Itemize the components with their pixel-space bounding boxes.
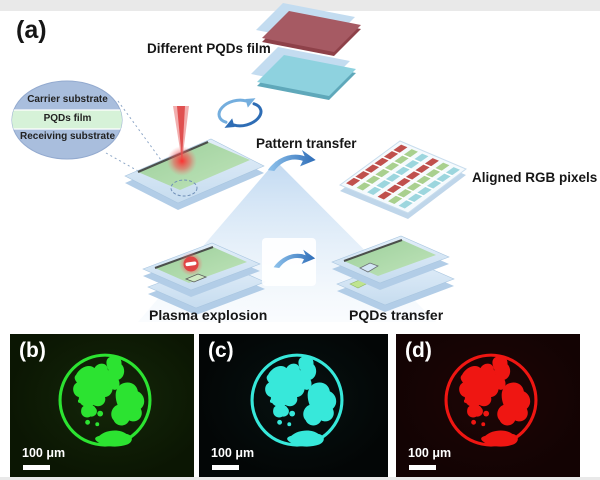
panel-a-schematic: [11, 3, 467, 322]
micrograph-panel-b: (b) 100 μm: [10, 334, 194, 477]
panel-b-label: (b): [19, 339, 46, 362]
panel-c-scale-text: 100 μm: [211, 446, 255, 460]
panel-d-scale-text: 100 μm: [408, 446, 452, 460]
recycle-arrows-icon: [214, 92, 266, 134]
zoom-region-dashed-circle: [170, 179, 198, 197]
laser-beam: [167, 106, 197, 176]
layer-stack-inset: [11, 80, 123, 160]
different-pqds-film-caption: Different PQDs film: [147, 41, 271, 56]
micrograph-panel-c: (c) 100 μm: [199, 334, 388, 477]
page-bottom-strip: [0, 477, 600, 480]
plasma-explosion-scene: [142, 242, 266, 316]
red-pqds-film: [256, 3, 361, 56]
carrier-stack: [124, 138, 265, 210]
inset-layer-carrier-substrate: Carrier substrate: [27, 94, 108, 105]
aligned-rgb-pixels-caption: Aligned RGB pixels: [472, 170, 598, 185]
pqds-transfer-scene: [331, 235, 455, 313]
panel-b-scale-text: 100 μm: [22, 446, 66, 460]
globe-pattern-green: [58, 353, 152, 449]
panel-d-label: (d): [405, 339, 432, 362]
globe-pattern-cyan: [250, 353, 344, 449]
panel-c-scale-bar: [212, 465, 239, 470]
panel-a-label: (a): [16, 16, 47, 44]
inset-layer-receiving-substrate: Receiving substrate: [19, 131, 116, 142]
cyan-pqds-film: [251, 47, 356, 100]
panel-b-scale-bar: [23, 465, 50, 470]
plasma-explosion-caption: Plasma explosion: [149, 307, 268, 323]
inset-connector-lines: [105, 100, 178, 191]
globe-pattern-red: [444, 353, 538, 449]
pattern-transfer-arrow-icon: [267, 149, 316, 171]
page-top-strip: [0, 0, 600, 11]
pqds-transfer-caption: PQDs transfer: [349, 307, 444, 323]
rgb-pixel-array: [338, 140, 467, 219]
inset-layer-pqds-film: PQDs film: [43, 113, 92, 124]
micrograph-panel-d: (d) 100 μm: [396, 334, 580, 477]
transfer-step-arrow-icon: [262, 238, 316, 286]
panel-d-scale-bar: [409, 465, 436, 470]
panel-c-label: (c): [208, 339, 234, 362]
pattern-transfer-caption: Pattern transfer: [256, 136, 357, 151]
